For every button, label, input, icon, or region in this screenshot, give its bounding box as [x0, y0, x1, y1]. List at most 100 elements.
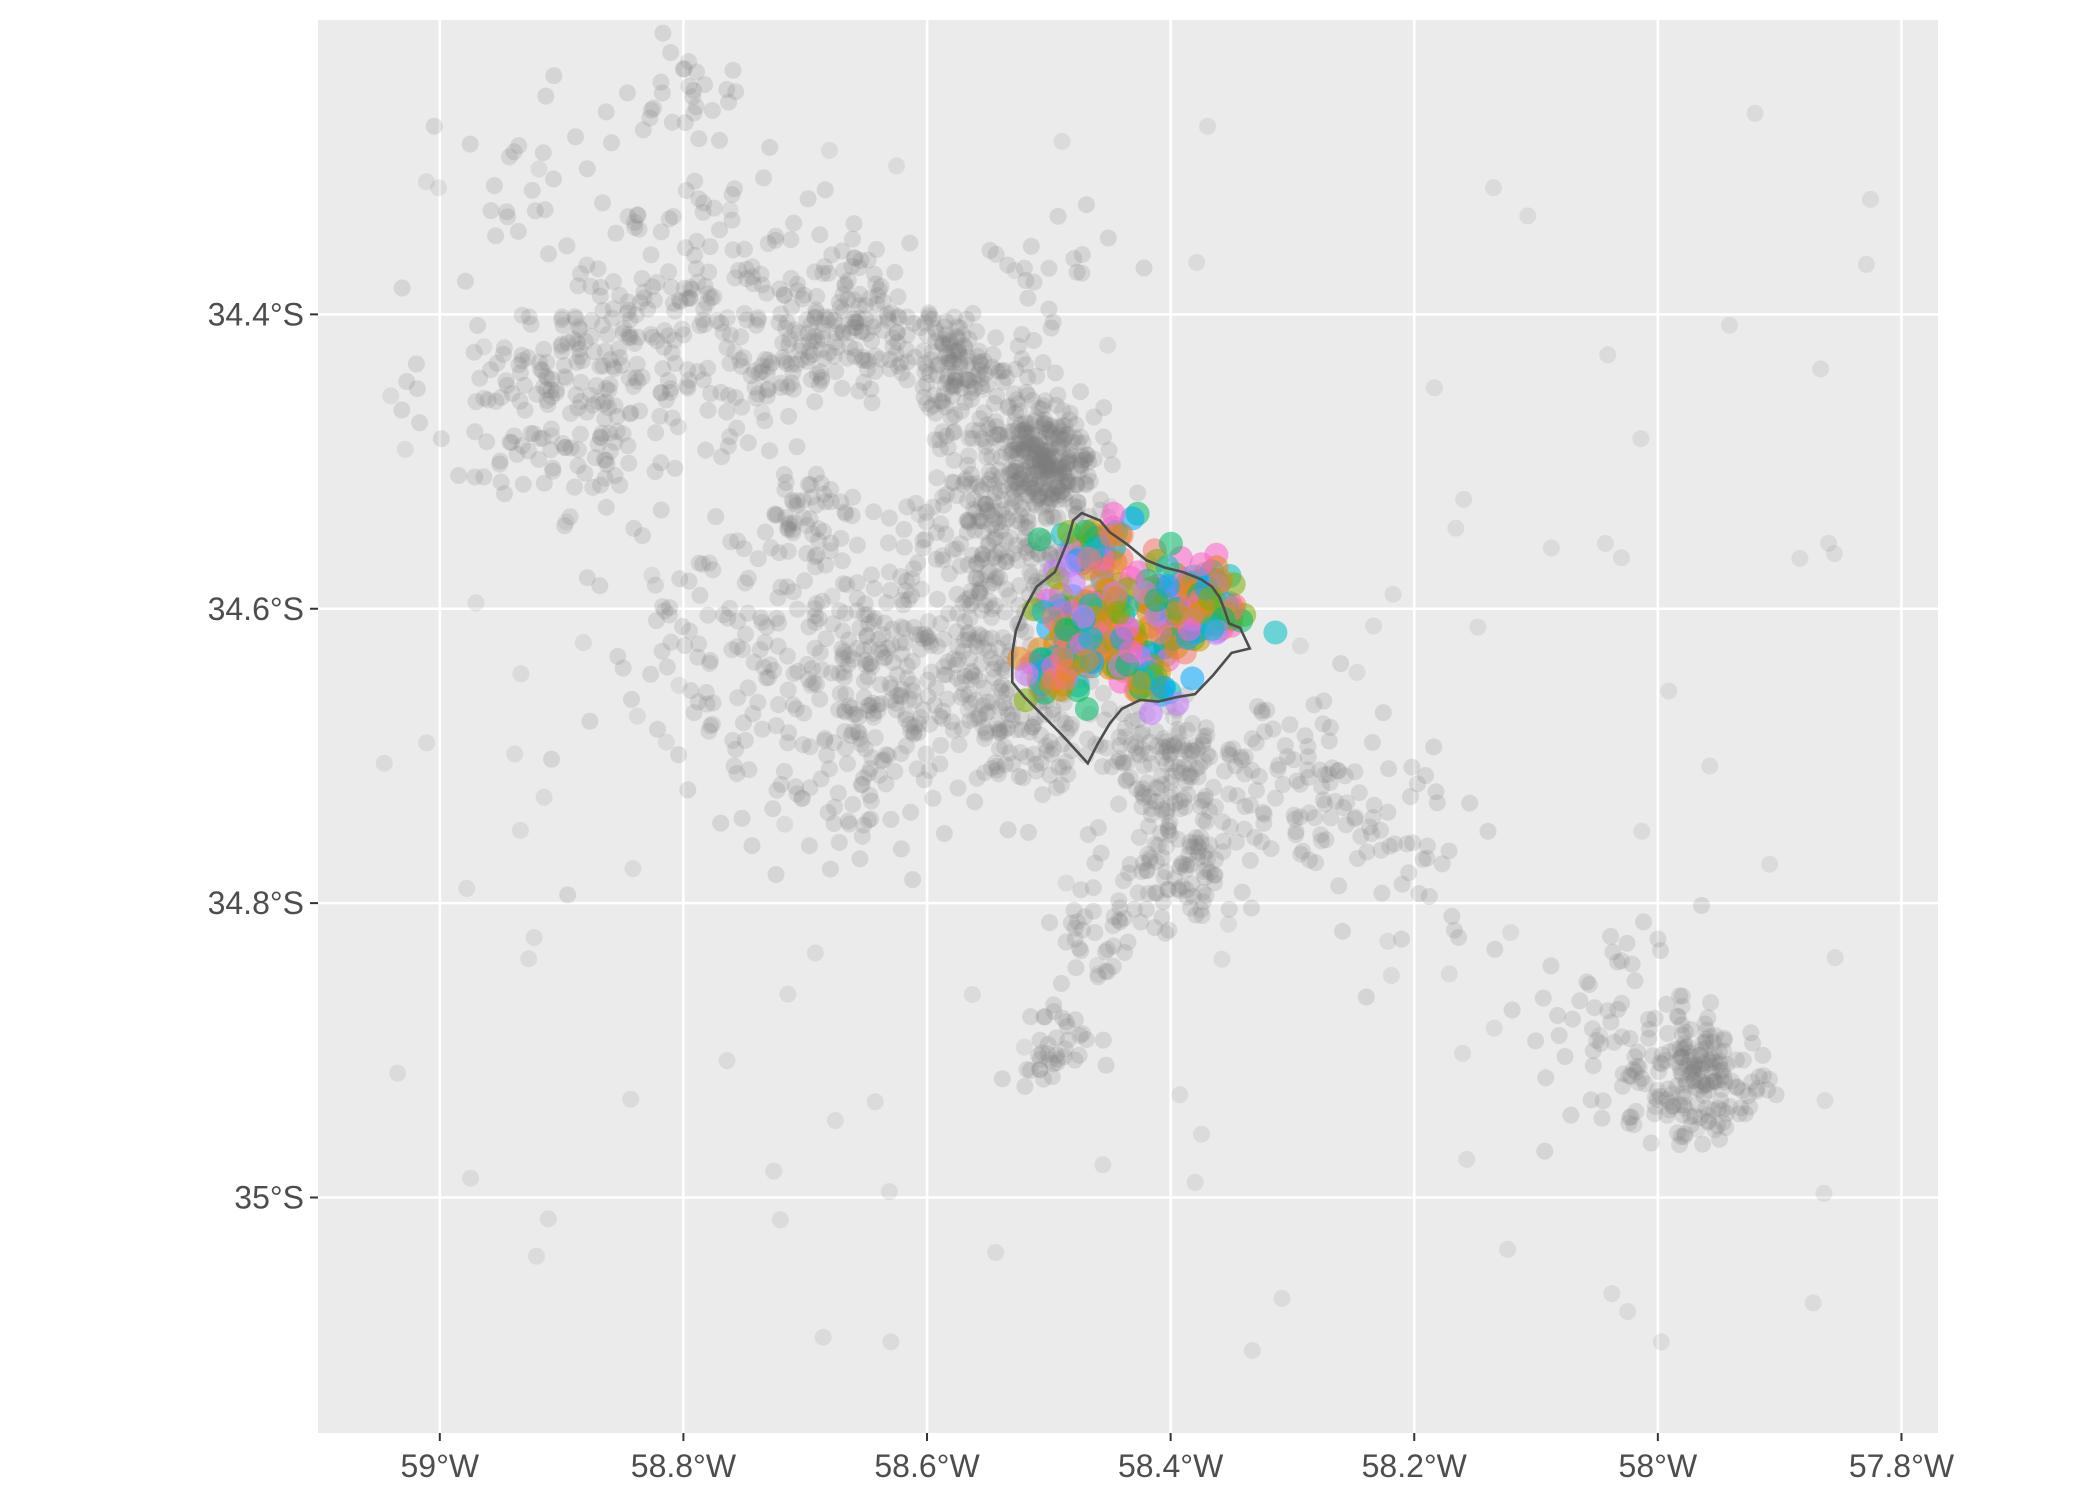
location-point: [683, 280, 701, 298]
location-point: [699, 359, 716, 377]
location-point: [869, 696, 887, 714]
location-point: [977, 629, 995, 647]
location-point: [1008, 536, 1026, 554]
location-point: [947, 656, 965, 674]
location-point: [1056, 429, 1074, 447]
location-point: [851, 730, 869, 747]
location-point: [958, 310, 975, 328]
location-point: [644, 328, 662, 346]
location-point: [814, 264, 832, 282]
location-point: [962, 378, 980, 396]
location-point: [861, 760, 879, 778]
location-point: [783, 492, 801, 510]
location-point: [567, 310, 585, 328]
location-point: [1697, 1033, 1715, 1051]
location-point: [1688, 1120, 1706, 1138]
location-point: [1037, 415, 1055, 433]
location-point: [1649, 930, 1667, 948]
location-point: [962, 670, 980, 688]
location-point: [1104, 957, 1122, 975]
location-point: [933, 547, 951, 565]
location-point: [974, 546, 992, 564]
location-point: [806, 548, 824, 566]
y-tick-label: 34.4°S: [208, 296, 304, 332]
location-point: [1648, 1090, 1666, 1108]
location-point: [1181, 899, 1199, 917]
location-point: [1031, 1060, 1049, 1078]
location-point: [1247, 734, 1265, 752]
location-point: [1317, 831, 1335, 849]
location-point: [991, 679, 1009, 697]
location-point: [1134, 854, 1152, 872]
location-point: [599, 326, 617, 344]
location-point: [1178, 856, 1196, 874]
location-point: [833, 640, 851, 658]
location-point: [806, 308, 824, 326]
location-point: [1381, 837, 1399, 855]
location-point: [931, 707, 949, 725]
location-point: [735, 714, 752, 732]
location-point: [1688, 1095, 1706, 1113]
location-point: [1061, 442, 1079, 460]
location-point: [543, 370, 561, 388]
location-point: [1320, 732, 1338, 750]
location-point: [726, 269, 744, 287]
location-point: [975, 679, 993, 697]
location-point: [1177, 861, 1195, 879]
location-point: [970, 422, 988, 440]
location-point: [1054, 486, 1072, 504]
location-point: [970, 671, 988, 689]
location-point: [968, 556, 986, 574]
location-point: [980, 593, 998, 610]
location-point: [874, 293, 892, 311]
location-point: [867, 275, 885, 293]
location-point: [847, 313, 865, 331]
location-point: [949, 779, 967, 797]
location-point: [539, 1210, 557, 1228]
location-point: [1027, 709, 1045, 727]
location-point: [1479, 822, 1497, 840]
location-point: [764, 800, 782, 818]
location-point: [898, 737, 915, 755]
location-point: [1131, 746, 1149, 764]
location-point: [707, 508, 725, 526]
location-point: [983, 550, 1001, 568]
location-point: [817, 493, 834, 511]
location-point: [865, 708, 883, 726]
location-point: [955, 337, 973, 355]
location-point: [758, 618, 776, 636]
location-point: [835, 324, 852, 342]
location-point: [848, 640, 866, 657]
location-point: [1159, 880, 1177, 898]
location-point: [725, 757, 743, 775]
location-point: [1620, 1114, 1638, 1132]
location-point: [1382, 967, 1400, 984]
location-point: [1036, 411, 1054, 429]
location-point: [1005, 385, 1023, 403]
location-point: [1220, 741, 1238, 759]
location-point: [1693, 1041, 1711, 1059]
location-point: [964, 430, 982, 447]
location-point: [1301, 851, 1318, 869]
location-point: [923, 343, 941, 361]
location-point: [946, 372, 964, 390]
location-point: [430, 179, 447, 197]
location-point: [1021, 415, 1039, 433]
location-point: [949, 340, 967, 358]
location-point: [1014, 499, 1032, 517]
location-point: [806, 263, 824, 281]
location-point: [914, 701, 932, 719]
location-point: [743, 837, 761, 855]
location-point: [784, 364, 802, 382]
location-point: [816, 258, 833, 276]
location-point: [596, 410, 614, 428]
location-point: [466, 423, 484, 441]
location-point: [1691, 1081, 1709, 1098]
location-point: [633, 368, 651, 386]
location-point: [562, 404, 579, 422]
location-point: [1037, 454, 1055, 472]
location-point: [798, 517, 816, 534]
location-point: [620, 454, 638, 472]
location-point: [1056, 490, 1074, 508]
location-point: [1681, 1065, 1699, 1082]
